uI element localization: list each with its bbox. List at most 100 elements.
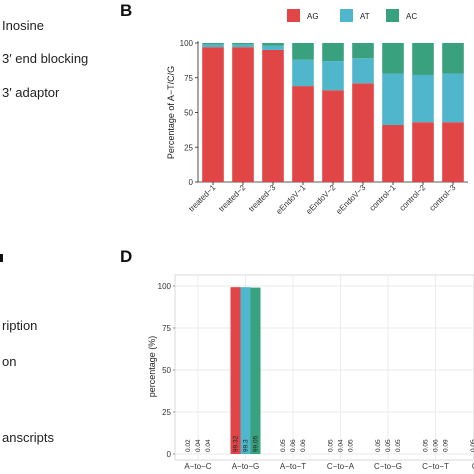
chart-d-bars: 0.02 0.04 0.04 99.32 99.3 99.05 0.05 0.06 0.06 0.…	[185, 287, 474, 454]
chart-d-data-label: 0.06	[433, 439, 440, 452]
left-item-inosine: Inosine	[2, 18, 44, 33]
chart-d-data-label: 0.09	[443, 439, 450, 452]
left-item-on: on	[2, 354, 16, 369]
chart-d-data-label: 0.05	[423, 439, 430, 452]
chart-d-bar	[230, 287, 241, 454]
chart-b-bar-AC	[322, 43, 344, 62]
left-panel-top: Inosine 3′ end blocking 3′ adaptor	[2, 18, 88, 100]
left-item-ription: ription	[2, 318, 37, 333]
chart-d-data-label: 99.3	[243, 439, 250, 452]
chart-d-data-label: 0.05	[375, 439, 382, 452]
chart-b-bar-AT	[382, 73, 404, 126]
chart-b-legend-swatch-AT	[340, 9, 353, 22]
chart-d-axis: 0 25 50 75 100 A−to−C A−to−G A−to−T C−to−A C−to−G…	[158, 275, 474, 471]
chart-b-xtick-label: control−2	[398, 183, 428, 213]
chart-d-ytick-label: 25	[162, 408, 171, 417]
chart-d-data-label: 0.04	[195, 439, 202, 452]
chart-d-data-label: 0.05	[280, 439, 287, 452]
chart-b-bar-AG	[292, 86, 314, 182]
chart-d-ytick-label: 100	[158, 282, 172, 291]
chart-b-bar-AT	[412, 74, 434, 123]
chart-b-legend-label-AG: AG	[307, 12, 319, 21]
panel-letter-d: D	[120, 247, 132, 266]
chart-b-xtick-label: eEndoV−2	[304, 183, 337, 216]
chart-d-data-label: 0.05	[328, 439, 335, 452]
chart-d-xtick-label: C−to−A	[327, 462, 355, 471]
chart-d: 0 25 50 75 100 A−to−C A−to−G A−to−T C−to−A C−to−G…	[147, 274, 474, 471]
chart-b-legend: AG AT AC	[287, 9, 417, 22]
chart-b-bar-AG	[382, 125, 404, 182]
chart-b-bar-AC	[232, 43, 254, 45]
chart-d-xtick-label: A−to−G	[232, 462, 260, 471]
chart-b-legend-label-AT: AT	[360, 12, 370, 21]
chart-d-frame	[174, 274, 474, 461]
chart-d-data-label: 0.04	[338, 439, 345, 452]
chart-b-bar-AG	[322, 90, 344, 182]
chart-b-bar-AT	[202, 44, 224, 48]
chart-d-data-label: 0.04	[205, 439, 212, 452]
left-panel-letter-fragment	[0, 254, 3, 262]
chart-b-xtick-label: treated−3	[247, 183, 278, 214]
chart-b-ytick-label: 50	[184, 109, 193, 118]
chart-d-data-label: 0.06	[290, 439, 297, 452]
chart-d-data-label: 0.05	[395, 439, 402, 452]
chart-b-bar-AC	[412, 43, 434, 75]
chart-b-bar-AC	[442, 43, 464, 74]
chart-b-bar-AG	[262, 49, 284, 183]
chart-d-data-label: 0.05	[470, 439, 474, 452]
chart-b-bars	[202, 43, 464, 183]
chart-b-bar-AC	[292, 43, 314, 60]
chart-d-data-label: 0.05	[348, 439, 355, 452]
panel-letter-b: B	[120, 1, 132, 20]
chart-b-xtick-label: treated−2	[217, 183, 248, 214]
chart-d-xtick-label: C−to−G	[374, 462, 402, 471]
chart-b-bar-AG	[442, 122, 464, 182]
chart-b-bar-AT	[442, 73, 464, 123]
chart-d-bar	[240, 287, 251, 454]
chart-b-xtick-label: eEndoV−1	[274, 183, 307, 216]
chart-b-bar-AT	[292, 59, 314, 87]
chart-b-ytick-label: 0	[189, 178, 194, 187]
chart-b-bar-AG	[202, 47, 224, 182]
left-item-adaptor: 3′ adaptor	[2, 85, 60, 100]
chart-b-bar-AG	[232, 47, 254, 182]
chart-b-xtick-label: control−1	[368, 183, 398, 213]
chart-d-data-label: 0.06	[300, 439, 307, 452]
chart-b-xtick-label: control−3	[428, 183, 458, 213]
chart-d-data-label: 0.05	[385, 439, 392, 452]
chart-b-bar-AC	[262, 43, 284, 46]
chart-b-bar-AC	[352, 43, 374, 59]
chart-d-xtick-label: C−to−T	[422, 462, 449, 471]
chart-b-legend-swatch-AC	[386, 9, 399, 22]
chart-b-bar-AT	[352, 58, 374, 84]
chart-d-data-label: 99.05	[253, 435, 260, 452]
chart-d-bar	[250, 287, 261, 454]
chart-d-data-label: 0.02	[185, 439, 192, 452]
chart-d-xtick-label: G−to−	[472, 462, 474, 471]
chart-b-ylabel: Percentage of A−T/C/G	[166, 66, 176, 159]
chart-b-bar-AC	[382, 43, 404, 74]
chart-b-xtick-label: treated−1	[187, 183, 218, 214]
chart-d-ylabel: percentage (%)	[147, 336, 157, 398]
chart-b-legend-label-AC: AC	[406, 12, 417, 21]
chart-b-bar-AG	[412, 122, 434, 182]
chart-b-ytick-label: 75	[184, 74, 193, 83]
chart-d-data-label: 99.32	[233, 435, 240, 452]
chart-b-ytick-label: 25	[184, 143, 193, 152]
chart-b-bar-AG	[352, 83, 374, 182]
chart-d-xtick-label: A−to−C	[184, 462, 211, 471]
chart-b-bar-AT	[322, 61, 344, 91]
left-panel-bottom: ription on anscripts	[2, 318, 55, 445]
chart-b-legend-swatch-AG	[287, 9, 300, 22]
chart-b-ytick-label: 100	[180, 39, 194, 48]
chart-d-xtick-label: A−to−T	[280, 462, 306, 471]
chart-b-xtick-label: eEndoV−3	[334, 183, 367, 216]
chart-b-bar-AT	[262, 45, 284, 50]
chart-d-ytick-label: 0	[167, 450, 172, 459]
chart-b: AG AT AC 0 25 50 75 100 treated−1 treated−2 treat…	[166, 9, 468, 216]
chart-d-ytick-label: 50	[162, 366, 171, 375]
chart-b-bar-AC	[202, 43, 224, 45]
left-item-anscripts: anscripts	[2, 430, 55, 445]
chart-b-bar-AT	[232, 44, 254, 48]
